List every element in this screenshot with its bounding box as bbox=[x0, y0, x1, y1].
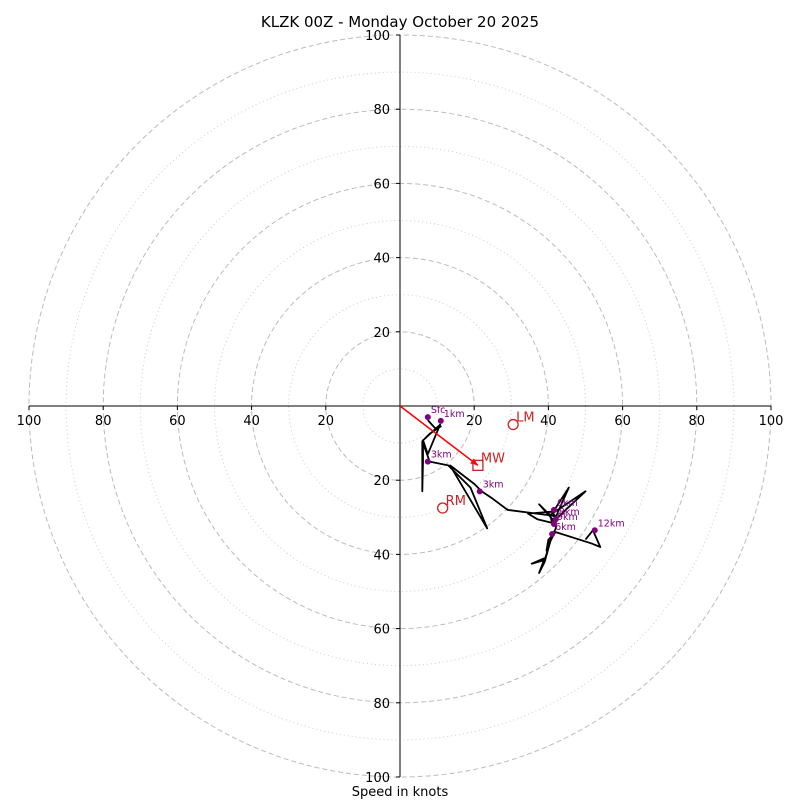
y-tick-label-top-60: 60 bbox=[373, 177, 390, 192]
storm-label-rm: RM bbox=[446, 494, 466, 509]
x-tick-label-right-100: 100 bbox=[759, 414, 784, 429]
height-marker-label-7: 6km bbox=[555, 522, 576, 533]
y-tick-label-bottom-80: 80 bbox=[373, 697, 390, 712]
height-marker-dot-8 bbox=[591, 527, 598, 534]
height-marker-dot-4 bbox=[550, 506, 557, 513]
x-tick-label-left-40: 40 bbox=[243, 414, 260, 429]
wind-trace-line bbox=[421, 419, 602, 574]
height-marker-dot-3 bbox=[476, 488, 483, 495]
y-tick-label-top-20: 20 bbox=[373, 326, 390, 341]
x-tick-label-right-20: 20 bbox=[466, 414, 483, 429]
y-tick-label-bottom-60: 60 bbox=[373, 623, 390, 638]
storm-motion-markers: LM MW RM bbox=[437, 411, 535, 514]
shear-vector bbox=[399, 405, 479, 466]
height-marker-label-1: 1km bbox=[444, 409, 465, 420]
shear-arrow-line bbox=[399, 405, 479, 466]
chart-title: KLZK 00Z - Monday October 20 2025 bbox=[261, 13, 539, 31]
y-tick-label-bottom-20: 20 bbox=[373, 474, 390, 489]
height-marker-label-2: 3km bbox=[431, 450, 452, 461]
x-tick-label-right-40: 40 bbox=[540, 414, 557, 429]
height-marker-dot-5 bbox=[552, 516, 559, 523]
height-marker-label-0: Sfc bbox=[431, 405, 446, 416]
height-marker-dot-0 bbox=[424, 414, 431, 421]
height-marker-dot-6 bbox=[550, 520, 557, 527]
x-tick-label-right-80: 80 bbox=[689, 414, 706, 429]
tick-labels: 100 80 60 40 20 20 40 60 80 100 100 100 80 80 60 60 40 40… bbox=[17, 29, 784, 786]
y-tick-label-bottom-100: 100 bbox=[365, 771, 390, 786]
height-marker-label-5: 8km bbox=[559, 507, 580, 518]
height-marker-dot-1 bbox=[437, 417, 444, 424]
y-tick-label-top-40: 40 bbox=[373, 252, 390, 267]
y-tick-label-top-100: 100 bbox=[365, 29, 390, 44]
height-marker-label-6: 9km bbox=[557, 512, 578, 523]
x-axis-label: Speed in knots bbox=[352, 785, 449, 800]
x-tick-label-left-80: 80 bbox=[95, 414, 112, 429]
y-tick-label-bottom-40: 40 bbox=[373, 548, 390, 563]
storm-label-mw: MW bbox=[481, 451, 505, 466]
storm-marker-mw bbox=[472, 459, 484, 472]
height-marker-label-8: 12km bbox=[598, 518, 625, 529]
height-marker-label-3: 3km bbox=[483, 479, 504, 490]
x-tick-label-left-60: 60 bbox=[169, 414, 186, 429]
storm-label-lm: LM bbox=[516, 411, 534, 426]
height-marker-label-4: 6km bbox=[557, 498, 578, 509]
x-tick-label-left-20: 20 bbox=[318, 414, 335, 429]
y-tick-label-top-80: 80 bbox=[373, 103, 390, 118]
height-marker-dot-2 bbox=[424, 458, 431, 465]
hodograph-trace bbox=[421, 419, 602, 574]
height-marker-dot-7 bbox=[549, 530, 556, 537]
storm-marker-lm bbox=[507, 418, 519, 431]
x-tick-label-right-60: 60 bbox=[614, 414, 631, 429]
storm-marker-rm bbox=[437, 502, 449, 514]
shear-arrow-head bbox=[470, 458, 478, 466]
x-tick-label-left-100: 100 bbox=[17, 414, 42, 429]
